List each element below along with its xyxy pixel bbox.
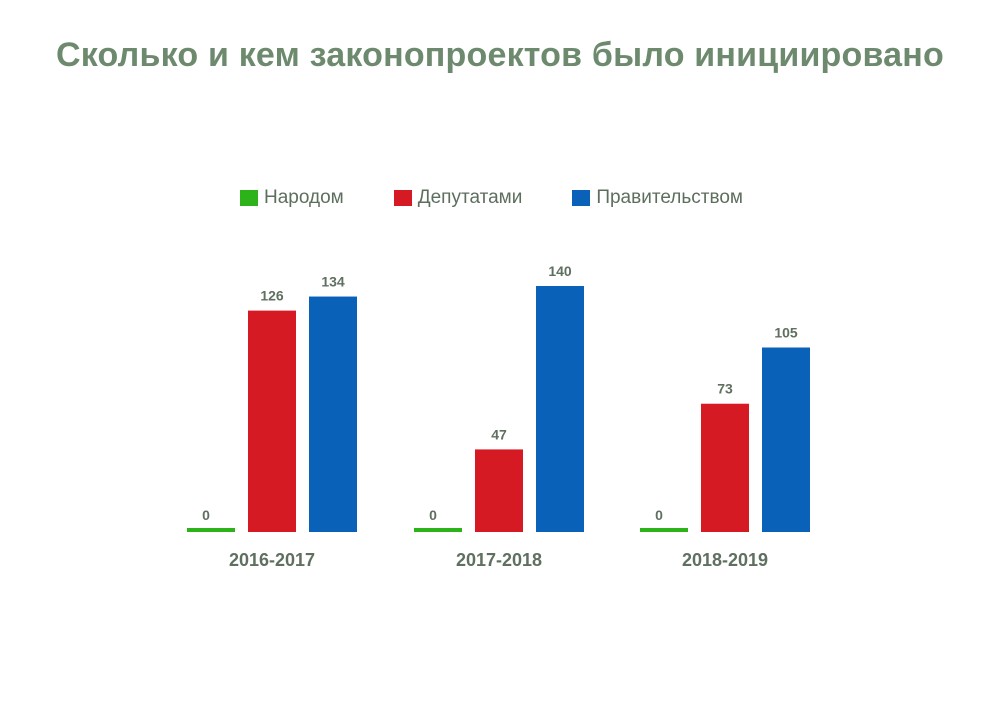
data-label: 0 [655, 507, 663, 523]
bar-2018-2019-1 [701, 403, 749, 532]
category-label: 2017-2018 [456, 550, 542, 570]
data-label: 134 [321, 274, 345, 290]
legend-item-pravitelstvom: Правительством [572, 187, 743, 209]
data-label: 105 [774, 325, 798, 341]
legend-label-narodom: Народом [264, 187, 344, 208]
bar-2016-2017-1 [248, 310, 296, 532]
data-label: 0 [202, 507, 210, 523]
bar-2016-2017-2 [309, 296, 357, 532]
bar-2017-2018-1 [475, 449, 523, 532]
bar-2018-2019-0 [640, 528, 688, 532]
legend: Народом Депутатами Правительством [240, 186, 793, 210]
data-label: 0 [429, 507, 437, 523]
bar-2017-2018-2 [536, 286, 584, 532]
category-label: 2018-2019 [682, 550, 768, 570]
bar-2018-2019-2 [762, 347, 810, 532]
legend-item-narodom: Народом [240, 187, 344, 209]
data-label: 140 [548, 263, 572, 279]
legend-swatch-narodom [240, 190, 258, 206]
legend-label-pravitelstvom: Правительством [596, 187, 743, 208]
category-label: 2016-2017 [229, 550, 315, 570]
legend-swatch-deputatami [393, 190, 412, 206]
data-label: 47 [491, 426, 507, 442]
data-label: 73 [717, 381, 733, 397]
legend-item-deputatami: Депутатами [393, 187, 523, 209]
legend-label-deputatami: Депутатами [417, 187, 523, 208]
bar-2017-2018-0 [414, 528, 462, 532]
chart-title: Сколько и кем законопроектов было иниции… [56, 36, 944, 74]
data-label: 126 [260, 288, 284, 304]
legend-swatch-pravitelstvom [572, 190, 591, 206]
bar-2016-2017-0 [187, 528, 235, 532]
